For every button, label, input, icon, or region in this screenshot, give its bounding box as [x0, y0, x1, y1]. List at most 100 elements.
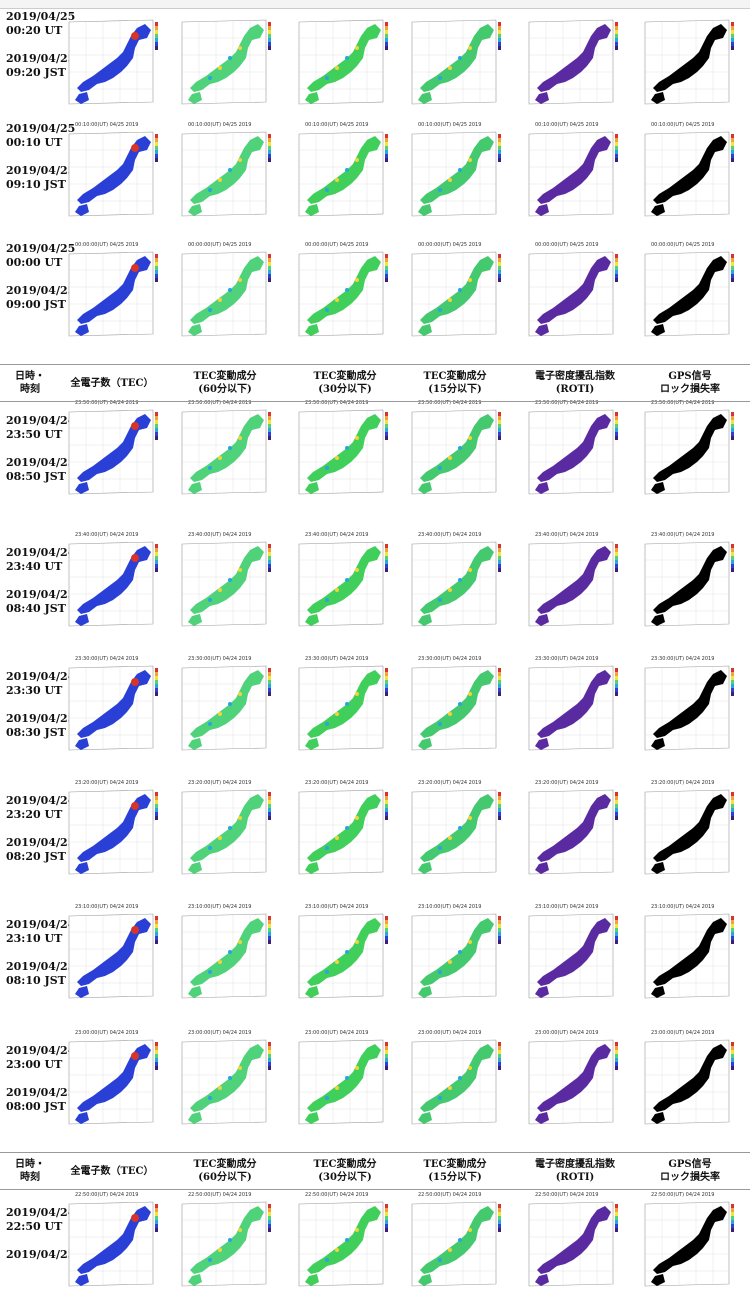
colorbar-segment — [268, 916, 271, 920]
variation-spot — [448, 1086, 452, 1090]
map-tec60-image — [181, 19, 271, 105]
map-tec30-image — [298, 1201, 388, 1287]
variation-spot — [345, 950, 349, 954]
japan-landmass — [190, 918, 264, 986]
variation-spot — [335, 1086, 339, 1090]
high-tec-region — [131, 1052, 139, 1060]
variation-spot — [355, 940, 359, 944]
panel-timestamp: 23:40:00(UT) 04/24 2019 — [305, 532, 369, 538]
colorbar-segment — [268, 262, 271, 266]
map-panel-roti: 22:50:00(UT) 04/24 2019 — [527, 1192, 627, 1296]
colorbar-segment — [385, 38, 388, 42]
colorbar-segment — [615, 544, 618, 548]
colorbar-segment — [385, 544, 388, 548]
colorbar-segment — [498, 940, 501, 944]
colorbar-segment — [155, 1046, 158, 1050]
colorbar-segment — [731, 1228, 734, 1232]
variation-spot — [355, 278, 359, 282]
panel-timestamp: 23:00:00(UT) 04/24 2019 — [188, 1030, 252, 1036]
colorbar-segment — [498, 684, 501, 688]
map-tec30-image — [298, 409, 388, 495]
colorbar-segment — [268, 928, 271, 932]
japan-landmass — [77, 670, 151, 738]
colorbar-segment — [385, 412, 388, 416]
variation-spot — [458, 1076, 462, 1080]
map-tec60-image — [181, 541, 271, 627]
japan-landmass — [190, 414, 264, 482]
colorbar-segment — [498, 274, 501, 278]
colorbar-segment — [498, 932, 501, 936]
colorbar-segment — [385, 138, 388, 142]
kyushu-landmass — [651, 92, 665, 104]
colorbar-segment — [498, 808, 501, 812]
map-tec30-image — [298, 251, 388, 337]
colorbar-segment — [385, 436, 388, 440]
colorbar-segment — [731, 1046, 734, 1050]
colorbar-segment — [731, 548, 734, 552]
variation-spot — [325, 970, 329, 974]
japan-landmass — [307, 670, 381, 738]
map-tec30-image — [298, 665, 388, 751]
utc-time: 2019/04/25 00:10 UT — [6, 122, 76, 149]
map-panel-tec30: 23:40:00(UT) 04/24 2019 — [297, 532, 397, 636]
colorbar-segment — [498, 158, 501, 162]
colorbar-segment — [731, 46, 734, 50]
colorbar-segment — [268, 42, 271, 46]
colorbar-segment — [498, 560, 501, 564]
colorbar-segment — [615, 1228, 618, 1232]
colorbar-segment — [731, 412, 734, 416]
header-col5: 電子密度擾乱指数 (ROTI) — [515, 370, 635, 396]
kyushu-landmass — [188, 614, 202, 626]
panel-timestamp: 00:00:00(UT) 04/25 2019 — [75, 242, 139, 248]
colorbar-segment — [385, 932, 388, 936]
colorbar-segment — [385, 792, 388, 796]
colorbar-segment — [268, 424, 271, 428]
header-line: TEC変動成分 — [193, 371, 257, 382]
colorbar-segment — [731, 556, 734, 560]
variation-spot — [228, 950, 232, 954]
colorbar-segment — [268, 412, 271, 416]
colorbar-segment — [615, 266, 618, 270]
kyushu-landmass — [75, 324, 89, 336]
colorbar-segment — [615, 560, 618, 564]
variation-spot — [458, 168, 462, 172]
colorbar-segment — [615, 548, 618, 552]
japan-landmass — [190, 256, 264, 324]
map-panel-tec15: 23:10:00(UT) 04/24 2019 — [410, 904, 510, 1008]
colorbar-segment — [385, 1228, 388, 1232]
colorbar-segment — [498, 676, 501, 680]
colorbar-segment — [615, 672, 618, 676]
japan-landmass — [653, 1206, 727, 1274]
colorbar-segment — [498, 680, 501, 684]
colorbar-segment — [731, 568, 734, 572]
colorbar-segment — [498, 270, 501, 274]
map-panel-tec60: 23:50:00(UT) 04/24 2019 — [180, 400, 280, 504]
colorbar-segment — [385, 688, 388, 692]
colorbar-segment — [498, 552, 501, 556]
japan-landmass — [653, 546, 727, 614]
colorbar-segment — [498, 138, 501, 142]
map-panel-roti: 23:40:00(UT) 04/24 2019 — [527, 532, 627, 636]
colorbar-segment — [385, 22, 388, 26]
map-panel-tec15: 23:40:00(UT) 04/24 2019 — [410, 532, 510, 636]
colorbar-segment — [268, 38, 271, 42]
colorbar-segment — [731, 154, 734, 158]
colorbar-segment — [498, 150, 501, 154]
utc-time: 2019/04/24 23:40 UT — [6, 546, 76, 573]
japan-landmass — [537, 414, 611, 482]
time-label: 2019/04/25 00:10 UT 2019/04/25 09:10 JST — [6, 122, 76, 192]
variation-spot — [208, 1258, 212, 1262]
map-tec60-image — [181, 409, 271, 495]
kyushu-landmass — [305, 738, 319, 750]
colorbar-segment — [155, 668, 158, 672]
map-roti-image — [528, 541, 618, 627]
japan-landmass — [77, 414, 151, 482]
colorbar-segment — [615, 1054, 618, 1058]
variation-spot — [325, 466, 329, 470]
colorbar-segment — [155, 928, 158, 932]
panel-timestamp: 23:50:00(UT) 04/24 2019 — [75, 400, 139, 406]
colorbar-segment — [498, 816, 501, 820]
colorbar-segment — [385, 1216, 388, 1220]
colorbar-segment — [155, 1208, 158, 1212]
japan-landmass — [77, 136, 151, 204]
